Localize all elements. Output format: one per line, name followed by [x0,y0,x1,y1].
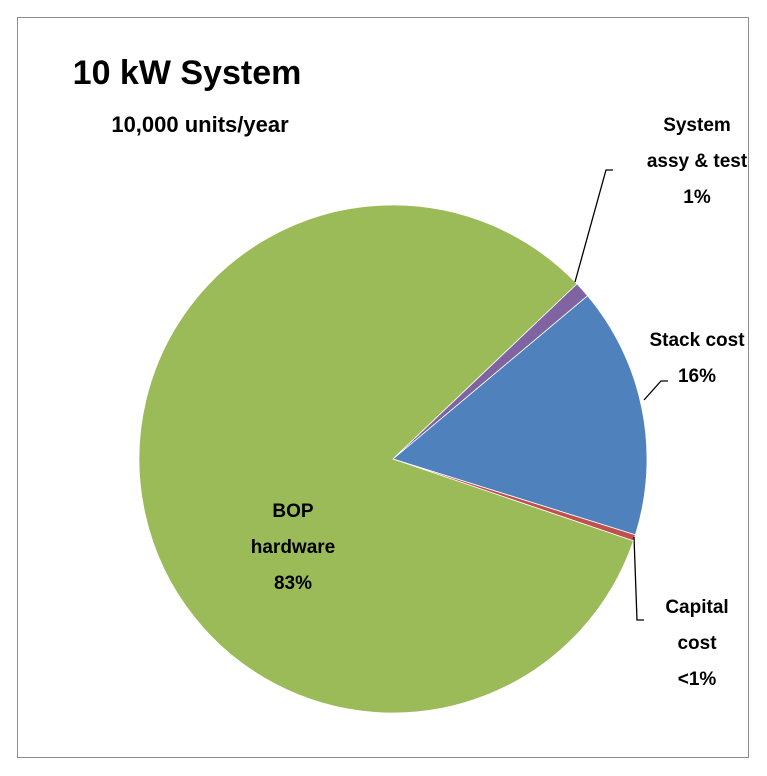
pie-slice [138,204,634,714]
slice-name: Stack cost [649,330,745,351]
slice-name: Capital cost [665,597,729,654]
leader-line [643,380,668,401]
chart-title: 10 kW System [72,54,302,92]
data-label: System assy & test 1% [642,108,752,216]
data-label: Stack cost 16% [627,323,767,395]
chart-subtitle: 10,000 units/year [111,112,289,137]
slice-value: <1% [677,669,717,690]
leader-line [633,536,644,621]
leader-line [574,169,613,283]
slice-value: 1% [683,187,711,208]
slice-name: System assy & test [646,115,748,172]
slice-value: 83% [273,573,313,594]
pie-slice [392,283,589,460]
data-label: Capital cost <1% [651,590,743,698]
slice-value: 16% [677,366,717,387]
data-label: BOP hardware 83% [241,494,345,602]
slice-name: BOP hardware [250,501,336,558]
pie-slice [392,295,648,536]
